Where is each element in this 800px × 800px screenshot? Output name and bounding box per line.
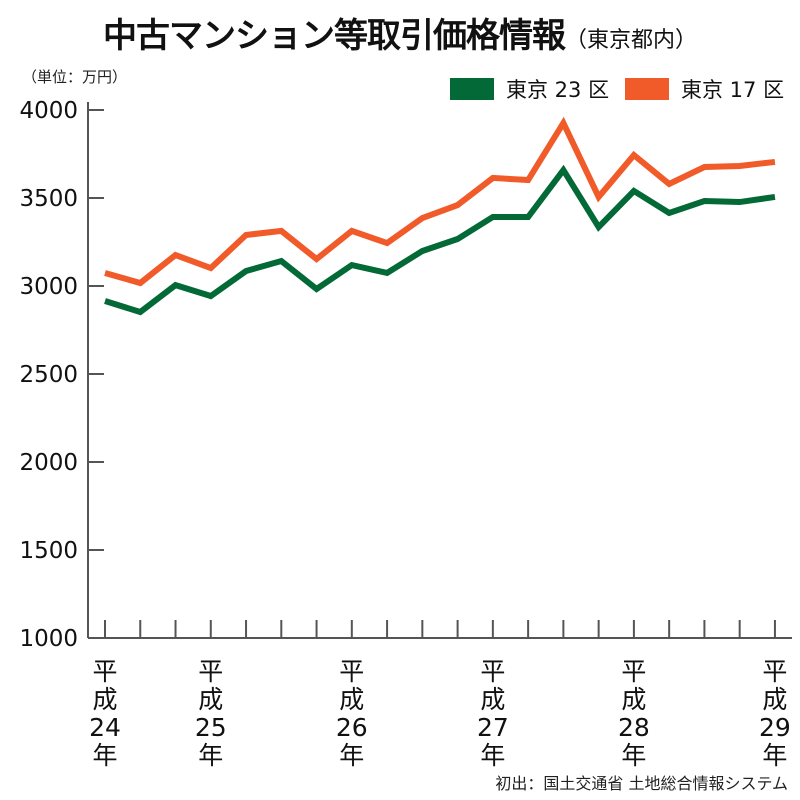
- x-tick-label: 平: [621, 657, 646, 686]
- x-tick-label: 成: [339, 685, 364, 714]
- series-line: [104, 116, 776, 287]
- legend-swatch: [625, 78, 669, 100]
- series-line: [104, 164, 776, 316]
- title-sub: （東京都内）: [564, 28, 697, 53]
- x-tick-label: 27: [477, 713, 509, 742]
- x-tick-label: 25: [195, 713, 227, 742]
- y-tick-label: 2000: [19, 450, 78, 476]
- x-tick-label: 24: [89, 713, 121, 742]
- x-tick-label: 年: [198, 741, 223, 770]
- x-tick-label: 年: [762, 741, 787, 770]
- x-tick-label: 28: [618, 713, 650, 742]
- y-tick-label: 1000: [19, 626, 78, 652]
- y-tick-label: 3500: [19, 186, 78, 212]
- unit-label: （単位：万円）: [22, 68, 128, 86]
- legend-item-17: 東京 17 区: [625, 74, 784, 104]
- x-tick-label: 平: [480, 657, 505, 686]
- x-tick-label: 平: [198, 657, 223, 686]
- y-tick-label: 3000: [19, 274, 78, 300]
- legend-item-23: 東京 23 区: [450, 74, 609, 104]
- x-tick-label: 平: [92, 657, 117, 686]
- x-tick-label: 成: [480, 685, 505, 714]
- legend-label: 東京 17 区: [681, 78, 785, 102]
- x-tick-label: 成: [762, 685, 787, 714]
- x-tick-label: 26: [336, 713, 368, 742]
- x-tick-label: 年: [92, 741, 117, 770]
- x-tick-label: 年: [480, 741, 505, 770]
- title-main: 中古マンション等取引価格情報: [102, 16, 566, 56]
- source-note: 初出：国土交通省 土地総合情報システム: [495, 774, 788, 793]
- legend-swatch: [450, 78, 494, 100]
- x-tick-label: 年: [339, 741, 364, 770]
- y-tick-label: 2500: [19, 362, 78, 388]
- y-tick-label: 4000: [19, 98, 78, 124]
- chart-title: 中古マンション等取引価格情報（東京都内）: [0, 8, 800, 57]
- y-tick-label: 1500: [19, 538, 78, 564]
- x-tick-label: 成: [621, 685, 646, 714]
- x-tick-label: 年: [621, 741, 646, 770]
- legend-label: 東京 23 区: [506, 78, 610, 102]
- x-tick-label: 平: [339, 657, 364, 686]
- x-tick-label: 29: [759, 713, 791, 742]
- x-tick-label: 平: [762, 657, 787, 686]
- x-tick-label: 成: [92, 685, 117, 714]
- x-tick-label: 成: [198, 685, 223, 714]
